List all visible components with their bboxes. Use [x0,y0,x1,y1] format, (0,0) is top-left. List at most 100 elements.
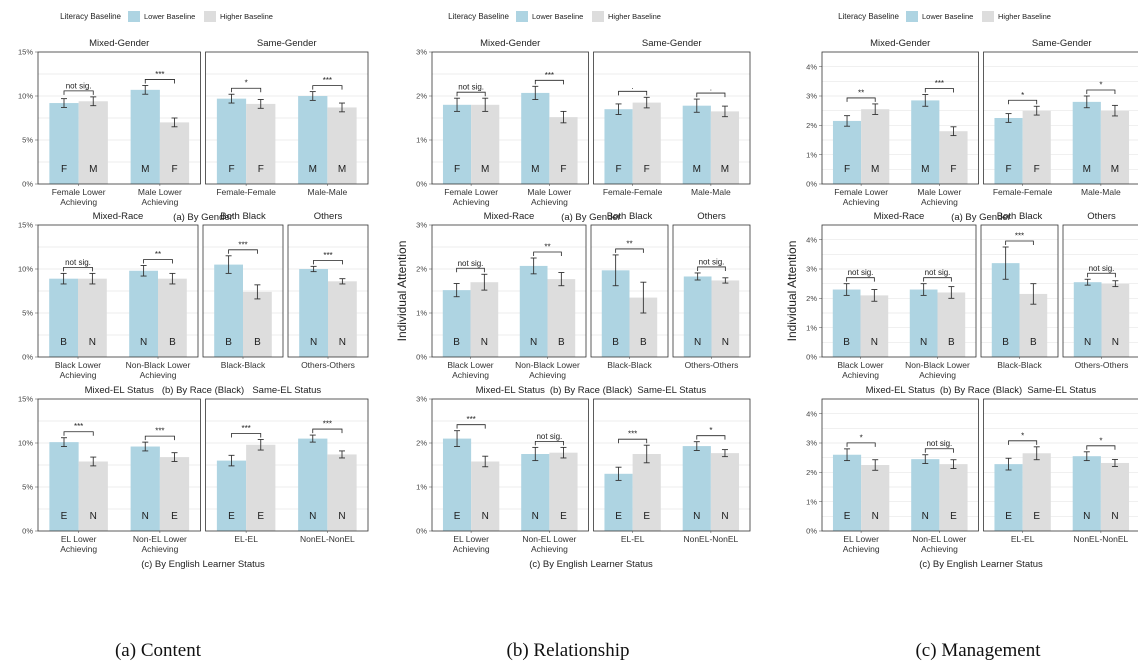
category-label: Achieving [141,544,178,554]
bar-lower [832,289,861,357]
bar-label: N [530,337,537,348]
bar-label: F [171,164,177,175]
y-tick-label: 1% [416,483,427,492]
bar-label: F [1034,164,1040,175]
panel-title: Same-Gender [1032,38,1092,49]
bar-label: N [339,337,346,348]
category-label: Black-Black [997,360,1042,370]
significance-label: *** [628,430,637,439]
significance-bracket [63,431,94,436]
chart-content: Literacy Baseline Lower Baseline Higher Ba… [18,11,369,570]
bar-higher [1022,110,1051,184]
significance-bracket [615,248,644,253]
significance-bracket [1008,99,1038,105]
bar-label: M [921,164,929,175]
legend-title: Literacy Baseline [448,12,509,21]
bar-label: E [615,511,622,522]
bar-label: N [142,511,149,522]
bar-higher [632,102,661,184]
bar-label: M [141,164,149,175]
y-tick-label: 2% [806,294,817,303]
bar-higher [471,461,500,531]
bar-lower [832,454,862,531]
bar-lower [521,92,550,184]
significance-bracket [231,433,262,438]
bar-lower [49,103,79,184]
bar-lower [911,459,940,531]
bar-label: F [258,164,264,175]
bar-label: E [643,511,650,522]
panel-frame [821,398,979,532]
panel-frame [593,398,751,532]
y-tick-label: 3% [416,221,427,230]
subcaption-relationship: (b) Relationship [506,640,630,661]
y-tick-label: 3% [806,92,817,101]
bar-lower [994,118,1023,184]
bar-higher [860,295,889,357]
panel-title: Mixed-Race [874,211,925,222]
significance-bracket [534,441,564,446]
bar-label: B [843,337,850,348]
significance-label: not sig. [458,259,484,268]
category-label: Non-Black Lower [905,360,970,370]
bar-label: N [140,337,147,348]
legend-label-lower: Lower Baseline [144,12,195,21]
significance-bracket [313,259,343,265]
legend-swatch-lower [516,11,528,22]
bar-lower [214,264,243,357]
y-tick-label: 3% [416,395,427,404]
significance-label: *** [545,71,554,80]
bar-label: F [615,164,621,175]
category-label: Black-Black [607,360,652,370]
bar-lower [519,265,548,357]
y-tick-label: 1% [806,497,817,506]
bar-label: B [640,337,647,348]
bar-lower [216,460,247,531]
bar-label: N [310,337,317,348]
category-label: Achieving [531,544,568,554]
significance-label: *** [935,79,944,88]
bar-label: B [612,337,619,348]
bar-label: N [90,511,97,522]
bar-label: M [871,164,879,175]
bar-label: N [722,337,729,348]
panel-title: Same-Gender [257,38,317,49]
bar-lower [683,276,712,357]
y-tick-label: 15% [18,221,33,230]
bar-label: B [453,337,460,348]
significance-label: * [1099,81,1102,90]
legend-label-higher: Higher Baseline [220,12,273,21]
bar-label: M [721,164,729,175]
bar-label: N [1083,511,1090,522]
y-tick-label: 0% [806,180,817,189]
bar-label: M [309,164,317,175]
panel-title: Both Black [220,211,266,222]
category-label: Non-EL Lower [912,534,966,544]
panel-same-el-status: Same-EL Status E E *** EL-EL N N * NonEL-NonEL [593,385,751,544]
y-tick-label: 0% [22,353,33,362]
bar-label: M [338,164,346,175]
bar-lower [216,98,247,184]
category-label: Male-Male [308,187,348,197]
y-tick-label: 2% [806,468,817,477]
category-label: Achieving [452,370,489,380]
bar-higher [547,279,576,357]
category-label: NonEL-NonEL [1073,534,1128,544]
bar-label: M [481,164,489,175]
legend-label-lower: Lower Baseline [532,12,583,21]
legend-title: Literacy Baseline [60,12,121,21]
panel-title: Both Black [997,211,1043,222]
significance-label: *** [74,422,83,431]
legend-swatch-lower [128,11,140,22]
bar-label: E [950,511,957,522]
category-label: EL Lower [843,534,879,544]
bar-label: M [1083,164,1091,175]
panel-title: Mixed-Race [484,211,535,222]
y-tick-label: 1% [806,323,817,332]
bar-higher [710,453,740,531]
panel-frame [37,398,201,532]
bar-higher [158,278,187,357]
category-label: Achieving [453,544,490,554]
significance-label: ** [544,243,550,252]
